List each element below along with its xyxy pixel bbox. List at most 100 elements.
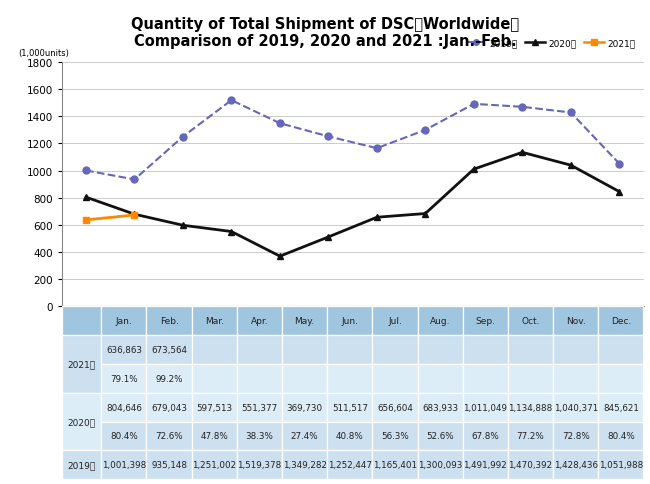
Text: 40.8%: 40.8% (336, 432, 364, 440)
Text: 52.6%: 52.6% (426, 432, 454, 440)
Text: 72.6%: 72.6% (155, 432, 183, 440)
Text: Apr.: Apr. (251, 317, 268, 326)
Text: 1,134,888: 1,134,888 (508, 403, 552, 412)
FancyBboxPatch shape (101, 307, 146, 335)
FancyBboxPatch shape (327, 335, 372, 364)
Text: Sep.: Sep. (475, 317, 495, 326)
FancyBboxPatch shape (553, 364, 598, 393)
Text: 1,470,392: 1,470,392 (508, 460, 552, 469)
Text: Jan.: Jan. (116, 317, 133, 326)
Text: Jul.: Jul. (388, 317, 402, 326)
FancyBboxPatch shape (192, 451, 237, 479)
FancyBboxPatch shape (553, 307, 598, 335)
Text: 27.4%: 27.4% (291, 432, 318, 440)
Text: 1,491,992: 1,491,992 (463, 460, 507, 469)
FancyBboxPatch shape (282, 364, 327, 393)
FancyBboxPatch shape (327, 307, 372, 335)
FancyBboxPatch shape (372, 451, 417, 479)
FancyBboxPatch shape (598, 307, 644, 335)
FancyBboxPatch shape (508, 422, 553, 451)
Text: 845,621: 845,621 (603, 403, 639, 412)
FancyBboxPatch shape (192, 393, 237, 422)
FancyBboxPatch shape (372, 393, 417, 422)
FancyBboxPatch shape (237, 307, 282, 335)
Text: 1,428,436: 1,428,436 (554, 460, 598, 469)
FancyBboxPatch shape (101, 364, 146, 393)
Text: 636,863: 636,863 (106, 346, 142, 354)
Text: 935,148: 935,148 (151, 460, 187, 469)
FancyBboxPatch shape (508, 364, 553, 393)
Text: 38.3%: 38.3% (246, 432, 274, 440)
FancyBboxPatch shape (146, 307, 192, 335)
FancyBboxPatch shape (62, 393, 101, 451)
FancyBboxPatch shape (598, 422, 644, 451)
FancyBboxPatch shape (598, 335, 644, 364)
FancyBboxPatch shape (146, 451, 192, 479)
Text: 79.1%: 79.1% (110, 374, 138, 383)
FancyBboxPatch shape (101, 422, 146, 451)
Text: 56.3%: 56.3% (381, 432, 409, 440)
Text: 511,517: 511,517 (332, 403, 368, 412)
Text: Quantity of Total Shipment of DSC【Worldwide】
Comparison of 2019, 2020 and 2021 :: Quantity of Total Shipment of DSC【Worldw… (131, 17, 519, 49)
FancyBboxPatch shape (62, 307, 101, 335)
Text: 683,933: 683,933 (422, 403, 458, 412)
FancyBboxPatch shape (282, 422, 327, 451)
FancyBboxPatch shape (237, 422, 282, 451)
FancyBboxPatch shape (417, 451, 463, 479)
Text: 1,300,093: 1,300,093 (418, 460, 462, 469)
FancyBboxPatch shape (463, 393, 508, 422)
Text: 47.8%: 47.8% (200, 432, 228, 440)
Text: May.: May. (294, 317, 315, 326)
Text: 597,513: 597,513 (196, 403, 232, 412)
Text: 67.8%: 67.8% (471, 432, 499, 440)
Text: 1,001,398: 1,001,398 (102, 460, 146, 469)
FancyBboxPatch shape (372, 364, 417, 393)
FancyBboxPatch shape (237, 451, 282, 479)
FancyBboxPatch shape (282, 393, 327, 422)
Text: Jun.: Jun. (341, 317, 358, 326)
FancyBboxPatch shape (417, 364, 463, 393)
FancyBboxPatch shape (237, 393, 282, 422)
FancyBboxPatch shape (237, 364, 282, 393)
FancyBboxPatch shape (282, 451, 327, 479)
FancyBboxPatch shape (463, 307, 508, 335)
FancyBboxPatch shape (101, 335, 146, 364)
FancyBboxPatch shape (192, 364, 237, 393)
Text: 1,040,371: 1,040,371 (554, 403, 598, 412)
FancyBboxPatch shape (146, 422, 192, 451)
Text: Dec.: Dec. (611, 317, 631, 326)
FancyBboxPatch shape (192, 422, 237, 451)
Text: 679,043: 679,043 (151, 403, 187, 412)
Text: Nov.: Nov. (566, 317, 586, 326)
FancyBboxPatch shape (327, 451, 372, 479)
Text: 1,252,447: 1,252,447 (328, 460, 372, 469)
FancyBboxPatch shape (372, 307, 417, 335)
Text: 673,564: 673,564 (151, 346, 187, 354)
FancyBboxPatch shape (372, 335, 417, 364)
Text: 1,519,378: 1,519,378 (237, 460, 281, 469)
Text: 1,011,049: 1,011,049 (463, 403, 508, 412)
FancyBboxPatch shape (192, 335, 237, 364)
Legend: 2019年, 2020年, 2021年: 2019年, 2020年, 2021年 (462, 36, 639, 52)
FancyBboxPatch shape (463, 451, 508, 479)
FancyBboxPatch shape (327, 422, 372, 451)
FancyBboxPatch shape (327, 393, 372, 422)
FancyBboxPatch shape (417, 307, 463, 335)
FancyBboxPatch shape (372, 422, 417, 451)
FancyBboxPatch shape (508, 335, 553, 364)
Text: 656,604: 656,604 (377, 403, 413, 412)
Text: 369,730: 369,730 (287, 403, 322, 412)
FancyBboxPatch shape (508, 451, 553, 479)
FancyBboxPatch shape (463, 364, 508, 393)
FancyBboxPatch shape (282, 307, 327, 335)
Text: 1,251,002: 1,251,002 (192, 460, 237, 469)
Text: Feb.: Feb. (160, 317, 179, 326)
FancyBboxPatch shape (417, 335, 463, 364)
FancyBboxPatch shape (598, 451, 644, 479)
Text: 80.4%: 80.4% (110, 432, 138, 440)
FancyBboxPatch shape (327, 364, 372, 393)
FancyBboxPatch shape (62, 335, 101, 393)
Text: 99.2%: 99.2% (155, 374, 183, 383)
Text: 1,349,282: 1,349,282 (283, 460, 327, 469)
FancyBboxPatch shape (508, 307, 553, 335)
